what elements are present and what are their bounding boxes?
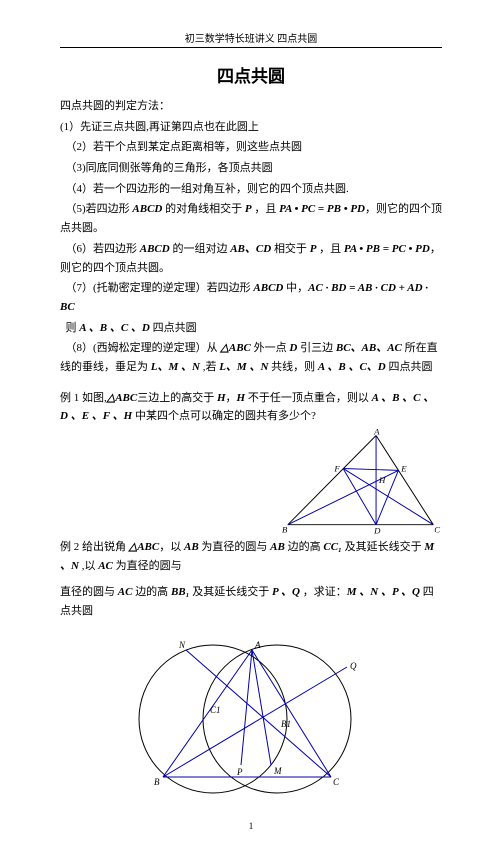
- rule-6: （7）(托勒密定理的逆定理）若四边形 ABCD 中，AC · BD = AB ·…: [60, 279, 442, 316]
- rule-6c: 则: [66, 322, 80, 334]
- svg-text:C1: C1: [210, 705, 221, 715]
- ex2c: 为直径的圆与: [199, 541, 271, 553]
- ex2f: ,以: [79, 560, 98, 572]
- svg-text:M: M: [273, 766, 282, 776]
- ex1c: ，: [226, 392, 237, 404]
- ex2bb1: BB₁: [171, 586, 190, 598]
- rule-5b: 的一组对边: [170, 243, 231, 255]
- ex2g2: 直径的圆与: [60, 586, 118, 598]
- rule-2: （2）若干个点到某定点距离相等，则这些点共圆: [60, 138, 442, 157]
- ex1hh: H: [237, 392, 246, 404]
- rule-6b: 中，: [283, 282, 308, 294]
- ex1a: 例 1 如图,: [60, 392, 107, 404]
- abcd2: ABCD: [140, 243, 170, 255]
- ex2ab2: AB: [270, 541, 285, 553]
- rule-4c: ，且: [252, 203, 280, 215]
- svg-text:E: E: [400, 463, 407, 473]
- abcd: ABCD: [132, 203, 162, 215]
- figure-2: A B C N Q M P C1 B1: [131, 625, 371, 815]
- spacer: [60, 379, 442, 389]
- ex1abc: △ABC: [107, 392, 137, 404]
- p: P: [245, 203, 252, 215]
- ex2g: 为直径的圆与: [113, 560, 182, 572]
- svg-text:D: D: [373, 525, 381, 535]
- svg-text:B: B: [282, 524, 288, 534]
- ex2mnpq: M 、N 、P 、Q: [347, 586, 420, 598]
- figure-1: A B C D E F H: [282, 428, 442, 538]
- abcd-sides: AB、CD: [230, 243, 271, 255]
- svg-text:H: H: [378, 475, 386, 485]
- lmn: L、M 、N: [151, 361, 200, 373]
- intro: 四点共圆的判定方法：: [60, 97, 442, 116]
- rule-7e: ,若: [200, 361, 219, 373]
- ex2b: ，以: [159, 541, 184, 553]
- rule-7a: （8）(西姆松定理的逆定理）从: [66, 342, 221, 354]
- page: 初三数学特长班讲义 四点共圆 四点共圆 四点共圆的判定方法： (1）先证三点共圆…: [0, 0, 502, 851]
- svg-text:N: N: [178, 640, 186, 650]
- example-2-line2: 直径的圆与 AC 边的高 BB₁ 及其延长线交于 P 、Q ，求证：M 、N 、…: [60, 583, 442, 620]
- rule-7c: 引三边: [297, 342, 336, 354]
- ex2cc1: CC₁: [323, 541, 342, 553]
- rule-5d: ，且: [316, 243, 344, 255]
- page-title: 四点共圆: [60, 62, 442, 87]
- ex1b: 三边上的高交于: [137, 392, 217, 404]
- rule-5: （6）若四边形 ABCD 的一组对边 AB、CD 相交于 P ，且 PA • P…: [60, 240, 442, 277]
- tabc: △ABC: [220, 342, 250, 354]
- rule-7: （8）(西姆松定理的逆定理）从 △ABC 外一点 D 引三边 BC、AB、AC …: [60, 339, 442, 376]
- ex2ab: AB: [184, 541, 199, 553]
- ex2e: 及其延长线交于: [342, 541, 425, 553]
- svg-text:Q: Q: [350, 661, 357, 671]
- example-2-line1: 例 2 给出锐角 △ABC，以 AB 为直径的圆与 AB 边的高 CC₁ 及其延…: [60, 538, 442, 575]
- ex2j: ，求证：: [300, 586, 347, 598]
- rule-7b: 外一点: [251, 342, 290, 354]
- rule-5c: 相交于: [271, 243, 310, 255]
- rule-6a: （7）(托勒密定理的逆定理）若四边形: [66, 282, 254, 294]
- svg-text:A: A: [373, 428, 380, 437]
- papc: PA • PC = PB • PD: [279, 203, 365, 215]
- abcd3: ABCD: [253, 282, 283, 294]
- ex1e: 中某四个点可以确定的圆共有多少个?: [132, 410, 316, 422]
- rule-4b: 的对角线相交于: [162, 203, 245, 215]
- rule-2b: （3)同底同侧张等角的三角形，各顶点共圆: [60, 159, 442, 178]
- svg-text:B: B: [154, 777, 160, 787]
- figure-1-row: A B C D E F H: [60, 428, 442, 538]
- ex1h: H: [217, 392, 226, 404]
- abcd4: A 、B 、C、D: [318, 361, 386, 373]
- lmn2: L、M 、N: [219, 361, 268, 373]
- rule-4: （5)若四边形 ABCD 的对角线相交于 P ，且 PA • PC = PB •…: [60, 200, 442, 237]
- rule-1: (1）先证三点共圆,再证第四点也在此圆上: [60, 118, 442, 137]
- rule-7f: 共线，则: [268, 361, 318, 373]
- svg-text:F: F: [333, 463, 340, 473]
- papb: PA • PB = PC • PD: [344, 243, 430, 255]
- ex2abc: △ABC: [129, 541, 159, 553]
- rule-5a: （6）若四边形: [66, 243, 140, 255]
- svg-text:C: C: [333, 777, 340, 787]
- svg-text:B1: B1: [281, 719, 291, 729]
- svg-text:C: C: [434, 524, 440, 534]
- example-1: 例 1 如图,△ABC三边上的高交于 H，H 不于任一顶点重合，则以 A 、B …: [60, 389, 442, 426]
- rule-3: （4）若一个四边形的一组对角互补，则它的四个顶点共圆.: [60, 180, 442, 199]
- page-header: 初三数学特长班讲义 四点共圆: [60, 30, 442, 48]
- svg-text:A: A: [254, 640, 261, 650]
- ex2a: 例 2 给出锐角: [60, 541, 129, 553]
- rule-4a: （5)若四边形: [66, 203, 133, 215]
- rule-6d: 四点共圆: [150, 322, 197, 334]
- pts4: A 、B 、C 、D: [79, 322, 150, 334]
- ex2i: 及其延长线交于: [189, 586, 272, 598]
- ex2ac: AC: [98, 560, 113, 572]
- ex2d: 边的高: [285, 541, 324, 553]
- ex1d: 不于任一顶点重合，则以: [245, 392, 372, 404]
- ex2h: 边的高: [132, 586, 171, 598]
- svg-text:P: P: [236, 767, 243, 777]
- page-number: 1: [60, 821, 442, 831]
- ex2pq: P 、Q: [272, 586, 300, 598]
- rule-7g: 四点共圆: [386, 361, 433, 373]
- ex2ac2: AC: [118, 586, 133, 598]
- bcabac: BC、AB、AC: [336, 342, 402, 354]
- rule-6-2: 则 A 、B 、C 、D 四点共圆: [60, 319, 442, 338]
